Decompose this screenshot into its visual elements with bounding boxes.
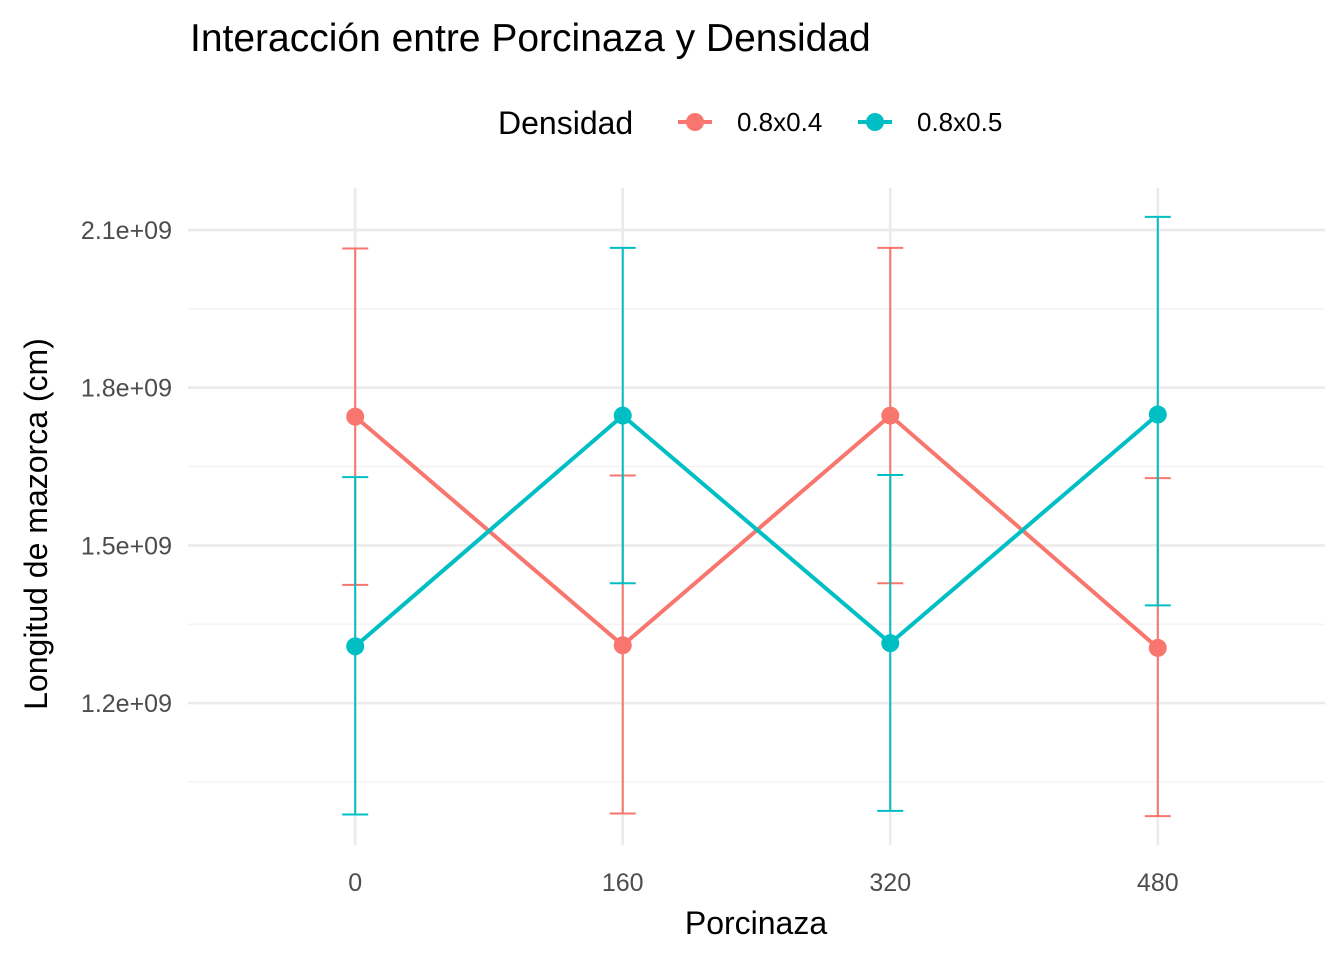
data-point	[1148, 405, 1167, 424]
y-axis-ticks: 1.2e+09 1.5e+09 1.8e+09 2.1e+09	[81, 217, 172, 718]
data-point	[346, 637, 365, 656]
series-layer	[342, 215, 1171, 818]
legend-item-0.8x0.4: 0.8x0.4	[678, 107, 822, 137]
legend-title: Densidad	[498, 105, 633, 141]
legend-key-point	[686, 113, 704, 131]
legend-key-point	[866, 113, 884, 131]
data-point	[613, 636, 632, 655]
chart-title: Interacción entre Porcinaza y Densidad	[190, 17, 871, 60]
x-axis-title: Porcinaza	[685, 905, 828, 941]
x-axis-ticks: 0 160 320 480	[348, 869, 1178, 897]
data-point	[881, 406, 900, 425]
x-tick-label: 160	[602, 869, 644, 897]
x-tick-label: 0	[348, 869, 362, 897]
legend: Densidad 0.8x0.4 0.8x0.5	[498, 105, 1002, 141]
data-point	[881, 634, 900, 653]
legend-item-0.8x0.5: 0.8x0.5	[858, 107, 1002, 137]
legend-label: 0.8x0.5	[917, 107, 1002, 137]
x-tick-label: 480	[1137, 869, 1179, 897]
data-point	[1148, 638, 1167, 657]
series-line	[353, 413, 1160, 648]
y-tick-label: 1.5e+09	[81, 532, 172, 560]
data-point	[613, 406, 632, 425]
y-tick-label: 2.1e+09	[81, 217, 172, 245]
y-axis-title: Longitud de mazorca (cm)	[18, 338, 54, 710]
y-tick-label: 1.2e+09	[81, 690, 172, 718]
legend-label: 0.8x0.4	[737, 107, 822, 137]
data-point	[346, 407, 365, 426]
x-tick-label: 320	[869, 869, 911, 897]
grid	[188, 188, 1325, 845]
series-0.8x0.5	[346, 405, 1167, 656]
errorbars-0.8x0.5	[342, 215, 1171, 816]
y-tick-label: 1.8e+09	[81, 375, 172, 403]
